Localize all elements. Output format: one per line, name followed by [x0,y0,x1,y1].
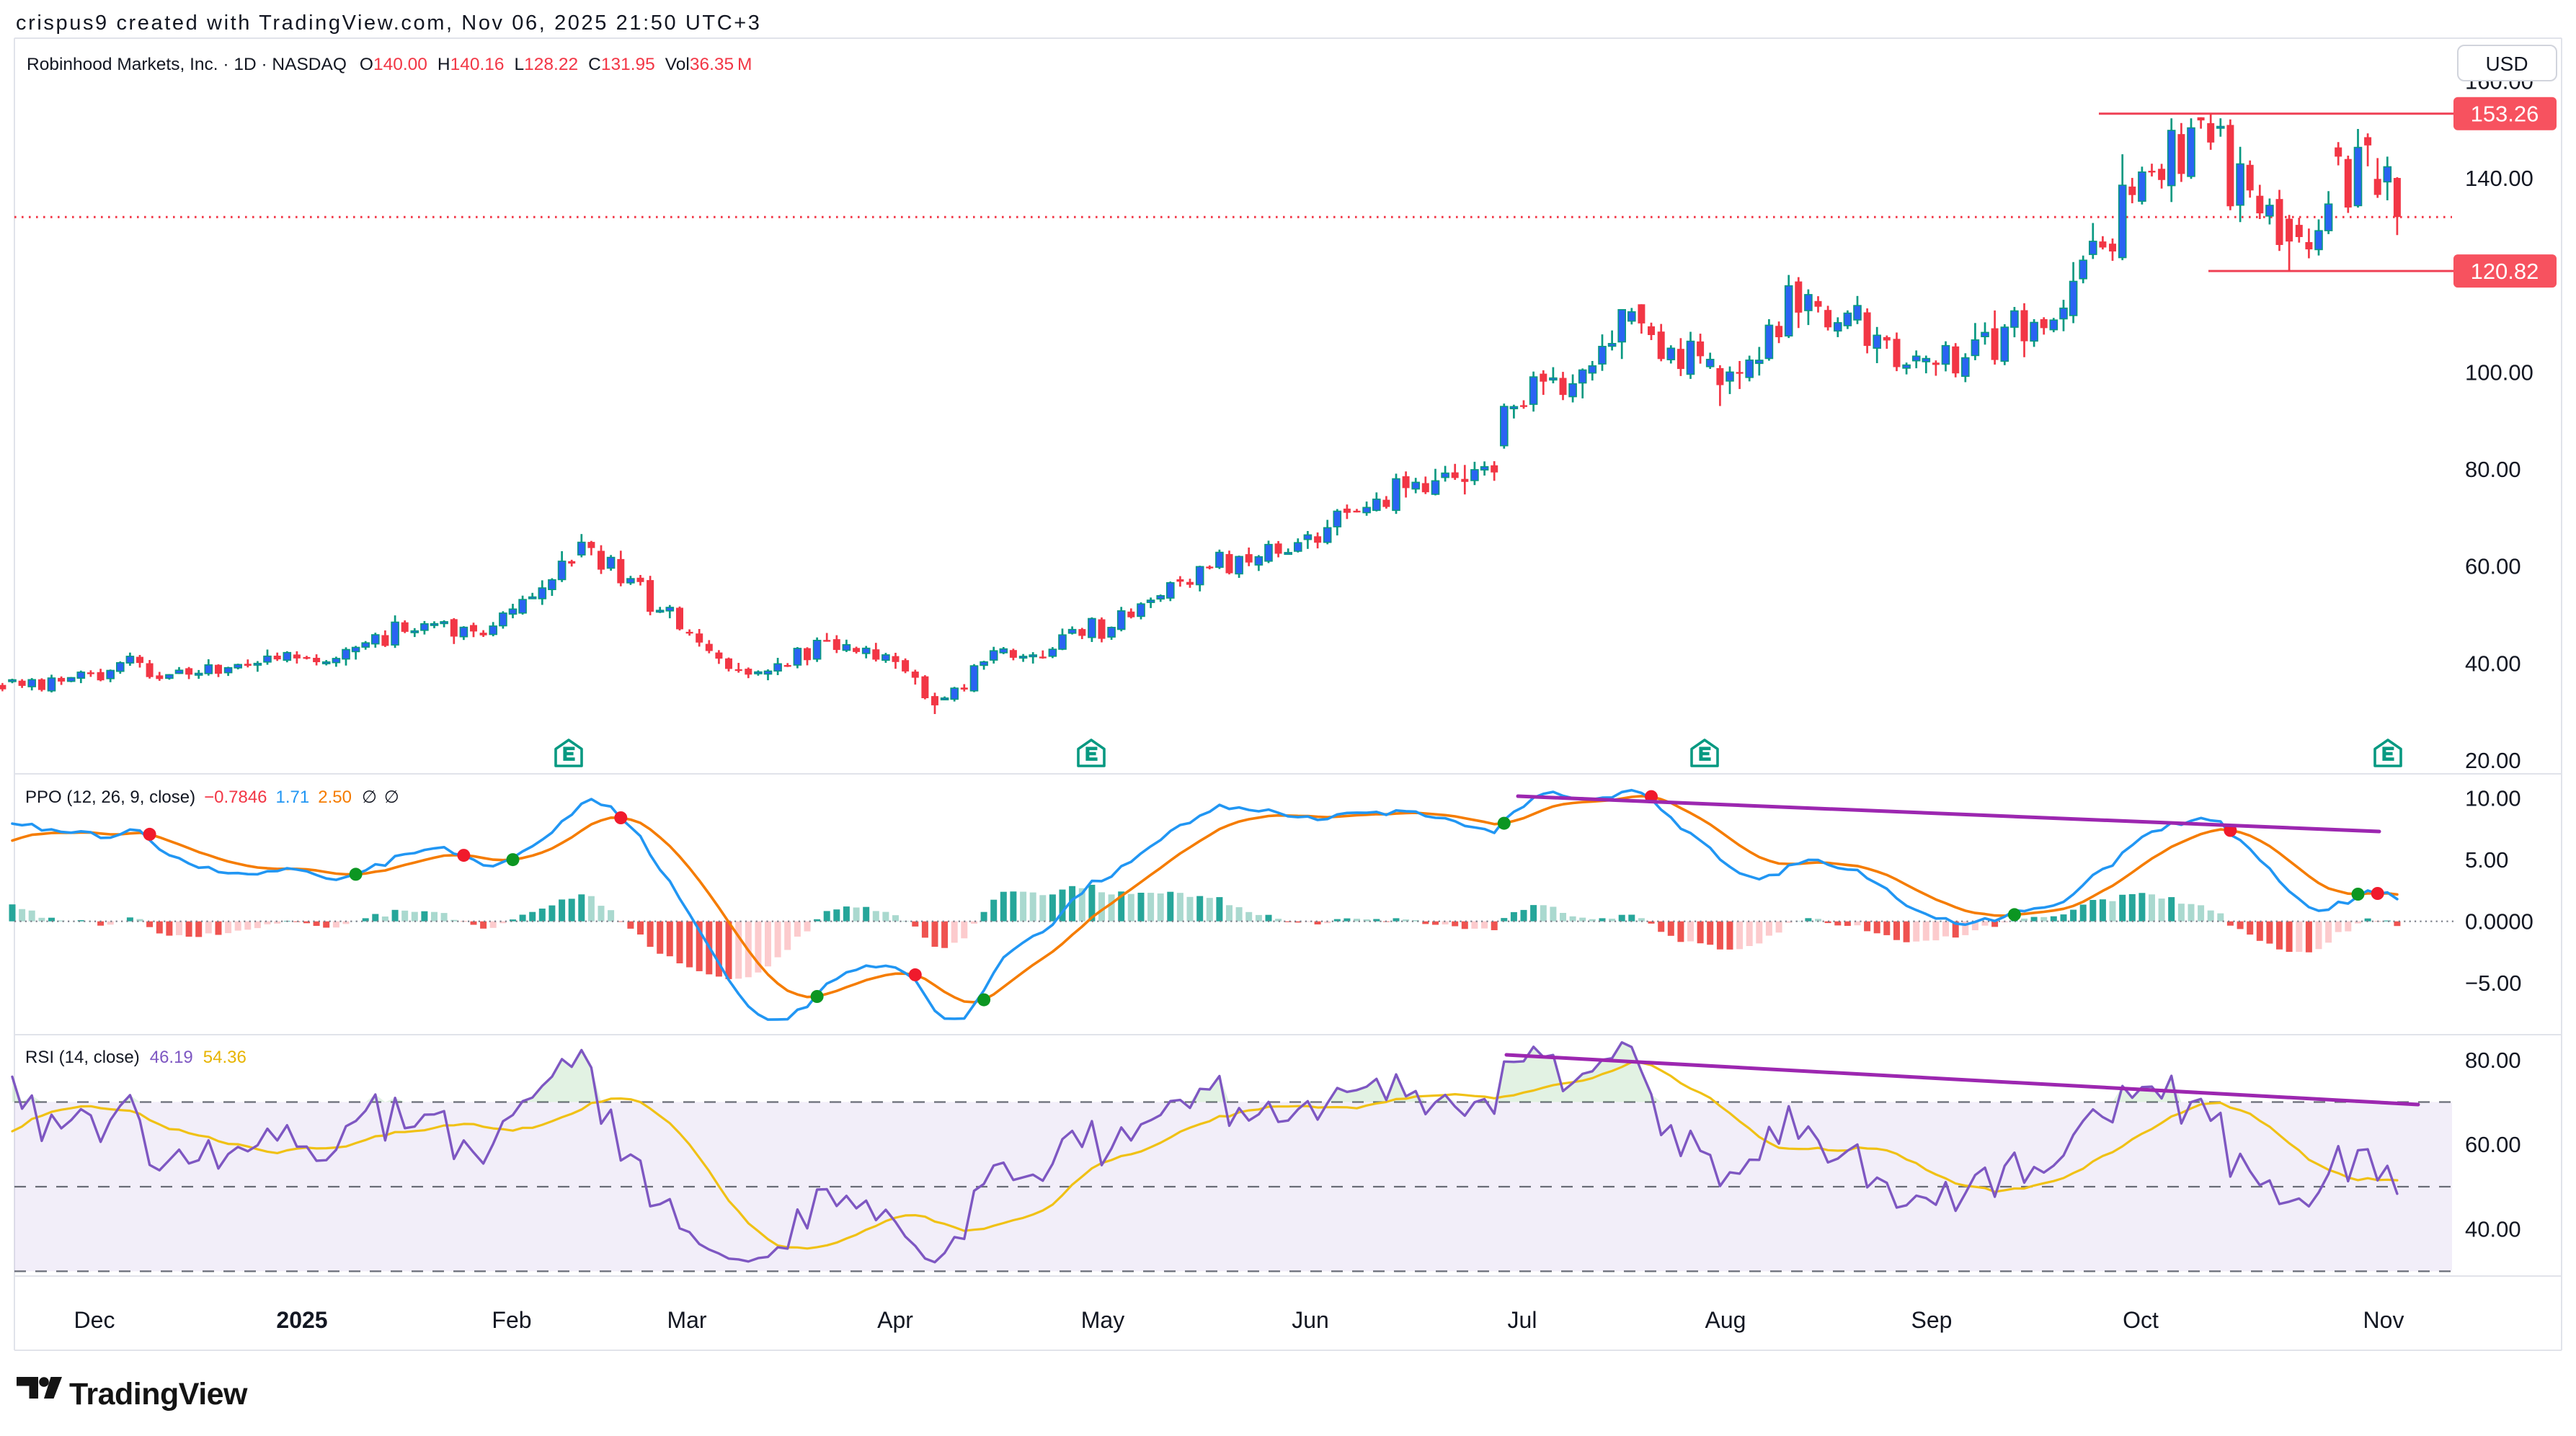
svg-text:Jul: Jul [1508,1307,1537,1333]
svg-text:Oct: Oct [2123,1307,2159,1333]
svg-text:Robinhood Markets, Inc. · 1D ·: Robinhood Markets, Inc. · 1D · NASDAQO14… [27,55,752,74]
svg-text:Jun: Jun [1292,1307,1329,1333]
svg-text:crispus9 created with TradingV: crispus9 created with TradingView.com, N… [16,12,762,35]
svg-text:60.00: 60.00 [2465,554,2521,579]
svg-text:120.82: 120.82 [2471,259,2539,284]
svg-text:80.00: 80.00 [2465,1048,2521,1073]
svg-text:Mar: Mar [667,1307,706,1333]
svg-text:−5.00: −5.00 [2465,971,2521,996]
svg-text:2025: 2025 [276,1307,327,1333]
svg-text:140.00: 140.00 [2465,166,2533,191]
svg-text:Dec: Dec [74,1307,115,1333]
svg-text:5.00: 5.00 [2465,847,2508,873]
svg-text:80.00: 80.00 [2465,457,2521,482]
svg-text:May: May [1081,1307,1124,1333]
svg-text:TradingView: TradingView [69,1377,248,1412]
svg-text:Apr: Apr [877,1307,913,1333]
svg-text:153.26: 153.26 [2471,102,2539,127]
svg-text:40.00: 40.00 [2465,651,2521,676]
svg-text:Feb: Feb [492,1307,531,1333]
svg-text:Nov: Nov [2363,1307,2404,1333]
svg-text:Sep: Sep [1911,1307,1953,1333]
svg-text:10.00: 10.00 [2465,786,2521,811]
svg-text:40.00: 40.00 [2465,1217,2521,1242]
svg-text:USD: USD [2485,53,2528,75]
svg-text:60.00: 60.00 [2465,1132,2521,1157]
svg-text:Aug: Aug [1705,1307,1746,1333]
svg-text:100.00: 100.00 [2465,360,2533,385]
svg-text:0.0000: 0.0000 [2465,909,2533,935]
svg-text:20.00: 20.00 [2465,748,2521,773]
